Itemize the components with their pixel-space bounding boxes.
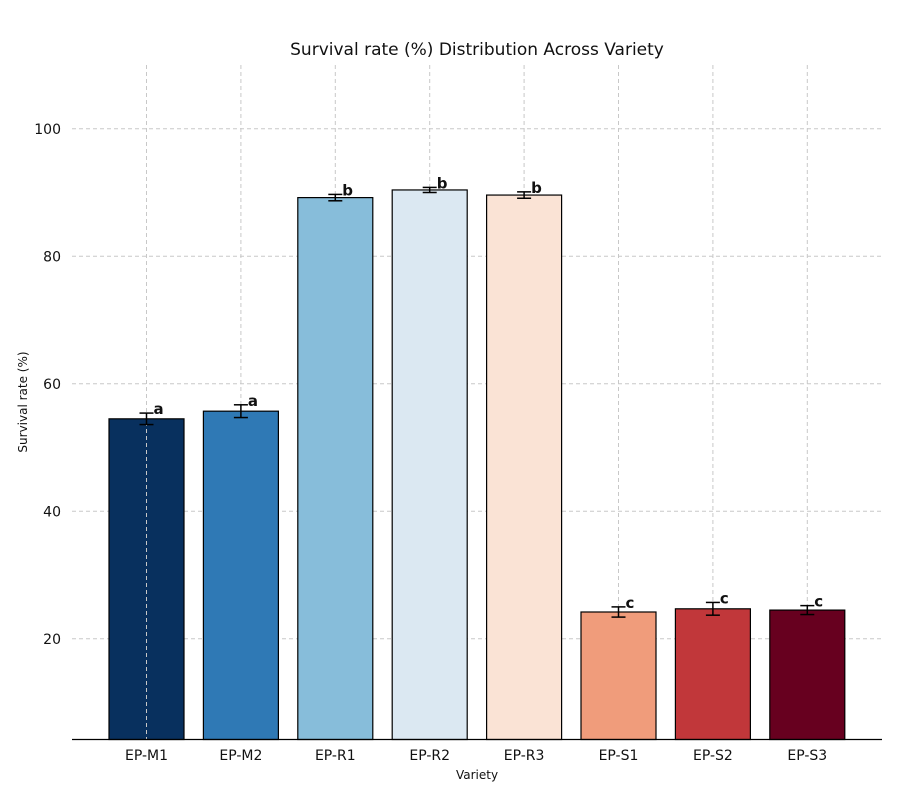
x-tick-label: EP-R2 xyxy=(409,748,450,764)
x-tick-label: EP-R1 xyxy=(315,748,356,764)
x-tick-label: EP-M1 xyxy=(125,748,168,764)
x-tick-label: EP-M2 xyxy=(219,748,262,764)
y-tick-label: 40 xyxy=(43,504,61,520)
bar xyxy=(202,410,279,741)
significance-label: b xyxy=(531,179,542,197)
error-bar xyxy=(139,412,154,426)
y-axis-ticks: 20 40 60 80 100 xyxy=(34,122,61,648)
error-bar xyxy=(517,191,532,199)
bar xyxy=(486,194,563,741)
significance-label: c xyxy=(720,589,729,607)
x-axis-ticks: EP-M1 EP-M2 EP-R1 EP-R2 EP-R3 EP-S1 EP-S2 EP-S3 xyxy=(125,748,827,764)
error-bar xyxy=(328,193,343,202)
grid xyxy=(72,128,882,640)
y-tick-label: 80 xyxy=(43,249,61,265)
x-tick-label: EP-S3 xyxy=(787,748,827,764)
error-bar xyxy=(800,604,815,616)
y-tick-label: 20 xyxy=(43,632,61,648)
bar xyxy=(769,609,846,741)
significance-label: c xyxy=(814,593,823,611)
error-bar xyxy=(233,404,248,419)
bar xyxy=(391,189,468,741)
bar xyxy=(297,197,374,741)
x-tick-label: EP-S1 xyxy=(599,748,639,764)
x-tick-label: EP-S2 xyxy=(693,748,733,764)
significance-label: c xyxy=(626,594,635,612)
error-bar xyxy=(705,601,720,616)
significance-label: a xyxy=(154,400,164,418)
y-tick-label: 60 xyxy=(43,377,61,393)
y-tick-label: 100 xyxy=(34,122,61,138)
significance-label: b xyxy=(342,181,353,199)
x-tick-label: EP-R3 xyxy=(504,748,545,764)
error-bar xyxy=(422,186,437,194)
y-axis-label: Survival rate (%) xyxy=(16,351,30,452)
bar xyxy=(674,608,752,741)
x-axis-label: Variety xyxy=(456,768,498,782)
error-bar xyxy=(611,606,626,618)
significance-label: b xyxy=(437,174,448,192)
chart-title: Survival rate (%) Distribution Across Va… xyxy=(290,40,664,60)
bar xyxy=(580,611,657,741)
bars: a a b b b c c c xyxy=(108,65,846,741)
significance-label: a xyxy=(248,392,258,410)
